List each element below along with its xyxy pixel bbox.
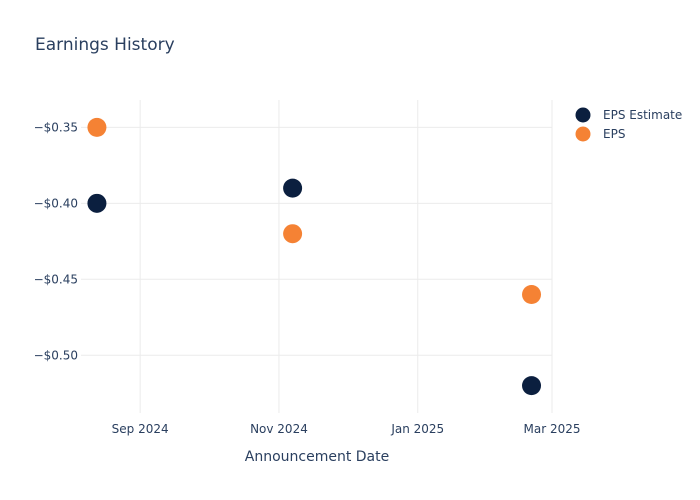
data-points	[87, 117, 542, 396]
y-tick-label: −$0.50	[34, 348, 78, 362]
eps-point[interactable]	[87, 117, 107, 137]
x-axis-ticks: Sep 2024 Nov 2024 Jan 2025 Mar 2025	[112, 422, 581, 436]
legend-marker[interactable]	[575, 126, 591, 142]
y-tick-label: −$0.45	[34, 272, 78, 286]
y-axis-ticks: −$0.35 −$0.40 −$0.45 −$0.50	[34, 120, 78, 362]
eps-point[interactable]	[522, 284, 542, 304]
legend-label[interactable]: EPS Estimate	[603, 108, 682, 122]
eps-estimate-point[interactable]	[283, 178, 303, 198]
x-tick-label: Sep 2024	[112, 422, 169, 436]
x-axis-title: Announcement Date	[245, 449, 389, 465]
x-tick-label: Jan 2025	[390, 422, 444, 436]
legend-marker[interactable]	[575, 107, 591, 123]
y-tick-label: −$0.35	[34, 120, 78, 134]
x-tick-label: Mar 2025	[524, 422, 581, 436]
chart-title: Earnings History	[35, 35, 175, 55]
eps-estimate-point[interactable]	[87, 193, 107, 213]
grid-layer	[81, 100, 553, 413]
x-tick-label: Nov 2024	[250, 422, 308, 436]
legend-label[interactable]: EPS	[603, 127, 625, 141]
y-tick-label: −$0.40	[34, 196, 78, 210]
eps-estimate-point[interactable]	[522, 376, 542, 396]
eps-point[interactable]	[283, 224, 303, 244]
legend[interactable]: EPS Estimate EPS	[575, 107, 683, 142]
